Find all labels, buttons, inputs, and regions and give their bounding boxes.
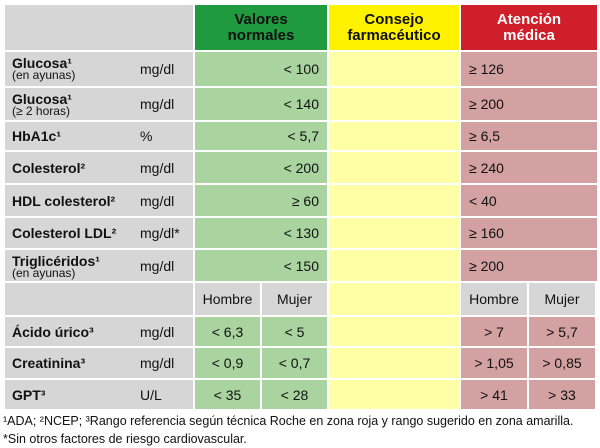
row-note: (≥ 2 horas) [12, 104, 70, 118]
normal-value: < 150 [195, 250, 327, 281]
row-name: Triglicéridos¹ [12, 253, 100, 269]
atencion-value: ≥ 160 [461, 218, 597, 248]
row-note: (en ayunas) [12, 68, 76, 82]
row-label-bg [5, 348, 193, 378]
header-valores: Valores normales [195, 5, 327, 50]
row-unit: mg/dl [140, 96, 175, 112]
row-label-bg [5, 185, 193, 216]
normal-value: < 130 [195, 218, 327, 248]
normal-mujer: < 0,7 [262, 348, 327, 378]
consejo-cell [329, 250, 459, 281]
row-label-bg [5, 88, 193, 120]
row-unit: mg/dl [140, 355, 175, 371]
row-name: GPT³ [12, 386, 46, 403]
row-name: HDL colesterol² [12, 192, 116, 209]
consejo-cell [329, 283, 459, 315]
consejo-cell [329, 317, 459, 346]
consejo-cell [329, 218, 459, 248]
row-label-bg [5, 250, 193, 281]
row-name: Glucosa¹ [12, 91, 72, 107]
sex-mujer: Mujer [529, 283, 595, 315]
row-note: (en ayunas) [12, 266, 76, 280]
row-unit: mg/dl [140, 192, 175, 209]
consejo-cell [329, 185, 459, 216]
sex-mujer: Mujer [262, 283, 327, 315]
atencion-value: ≥ 200 [461, 88, 597, 120]
row-name: Ácido úrico³ [12, 323, 94, 340]
normal-hombre: < 6,3 [195, 317, 260, 346]
header-consejo: Consejo farmacéutico [329, 5, 459, 50]
sex-hombre: Hombre [195, 283, 260, 315]
consejo-cell [329, 380, 459, 409]
footnote: *Sin otros factores de riesgo cardiovasc… [3, 432, 247, 446]
header-blank [5, 5, 193, 50]
row-label-bg [5, 152, 193, 183]
atencion-mujer: > 33 [529, 380, 595, 409]
footnote: ¹ADA; ²NCEP; ³Rango referencia según téc… [3, 414, 574, 428]
row-unit: mg/dl [140, 257, 175, 274]
row-name: Colesterol² [12, 159, 86, 176]
normal-value: ≥ 60 [195, 185, 327, 216]
consejo-cell [329, 152, 459, 183]
consejo-cell [329, 122, 459, 150]
row-name: Colesterol LDL² [12, 225, 117, 241]
normal-hombre: < 0,9 [195, 348, 260, 378]
sex-hombre: Hombre [461, 283, 527, 315]
header-atencion: Atención médica [461, 5, 597, 50]
row-label-bg [5, 380, 193, 409]
atencion-mujer: > 5,7 [529, 317, 595, 346]
row-unit: mg/dl* [140, 225, 180, 241]
row-unit: mg/dl [140, 159, 175, 176]
consejo-cell [329, 52, 459, 86]
normal-value: < 140 [195, 88, 327, 120]
row-unit: U/L [140, 386, 162, 403]
atencion-value: ≥ 200 [461, 250, 597, 281]
row-unit: mg/dl [140, 61, 175, 77]
atencion-value: ≥ 6,5 [461, 122, 597, 150]
sex-blank [5, 283, 193, 315]
atencion-hombre: > 7 [461, 317, 527, 346]
normal-value: < 200 [195, 152, 327, 183]
normal-value: < 100 [195, 52, 327, 86]
atencion-hombre: > 41 [461, 380, 527, 409]
normal-mujer: < 28 [262, 380, 327, 409]
atencion-value: < 40 [461, 185, 597, 216]
row-unit: mg/dl [140, 323, 175, 340]
row-unit: % [140, 128, 153, 144]
row-label-bg [5, 52, 193, 86]
row-label-bg [5, 218, 193, 248]
atencion-mujer: > 0,85 [529, 348, 595, 378]
row-name: Glucosa¹ [12, 55, 72, 71]
normal-hombre: < 35 [195, 380, 260, 409]
row-label-bg [5, 122, 193, 150]
row-name: Creatinina³ [12, 355, 86, 371]
normal-value: < 5,7 [195, 122, 327, 150]
atencion-hombre: > 1,05 [461, 348, 527, 378]
row-name: HbA1c¹ [12, 128, 62, 144]
row-label-bg [5, 317, 193, 346]
atencion-value: ≥ 240 [461, 152, 597, 183]
atencion-value: ≥ 126 [461, 52, 597, 86]
consejo-cell [329, 88, 459, 120]
normal-mujer: < 5 [262, 317, 327, 346]
consejo-cell [329, 348, 459, 378]
